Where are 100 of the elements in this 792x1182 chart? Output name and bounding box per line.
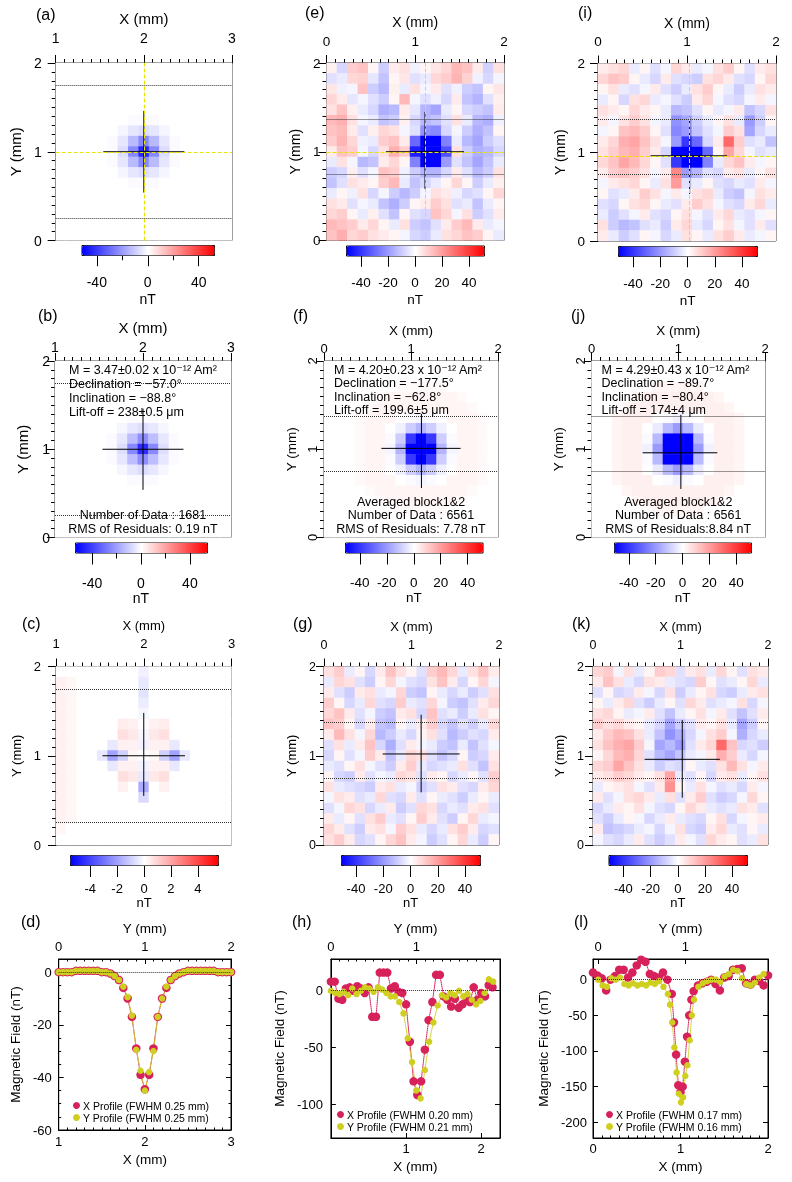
y-tick-label: 2 xyxy=(42,353,51,369)
color-bar-title: nT xyxy=(670,895,686,910)
color-bar-label: 0 xyxy=(411,275,419,291)
x-tick-label: 3 xyxy=(227,635,236,651)
chart-title: (b) xyxy=(38,306,58,324)
x2-tick-label: 1 xyxy=(412,939,420,954)
x-axis-title: X (mm) xyxy=(118,319,168,336)
x-axis-title: X (mm) xyxy=(659,618,702,634)
color-bar-label: 0 xyxy=(137,574,146,591)
y-tick-label: 1 xyxy=(577,748,585,763)
chart-title: (k) xyxy=(572,614,591,632)
color-bar-label: 2 xyxy=(167,881,175,896)
color-bar-label: 40 xyxy=(460,575,476,590)
color-bar-label: -20 xyxy=(645,575,666,590)
color-bar-label: 40 xyxy=(457,881,473,896)
x-tick-label: 3 xyxy=(228,30,237,46)
x-tick-label: 1 xyxy=(55,1134,63,1149)
color-bar-label: 0 xyxy=(143,274,152,291)
x-tick-label: 2 xyxy=(494,341,502,356)
x-tick-label: 2 xyxy=(140,635,148,651)
y-tick-label: 1 xyxy=(312,144,321,160)
x-axis-title: X (mm) xyxy=(658,1159,703,1175)
annotation: Number of Data : 1681 RMS of Residuals: 0.19 nT xyxy=(68,507,219,536)
y-tick-label: 2 xyxy=(33,659,41,674)
x-tick-label: 2 xyxy=(761,341,769,356)
y-tick-label: 0 xyxy=(33,837,41,853)
chart-title: (g) xyxy=(293,614,313,632)
x-tick-label: 2 xyxy=(139,30,148,46)
legend-label: Y Profile (FWHM 0.16 mm) xyxy=(616,1120,742,1133)
color-bar-label: -40 xyxy=(619,575,639,590)
color-bar-label: -2 xyxy=(111,881,123,896)
x-tick-label: 2 xyxy=(764,1141,772,1156)
color-bar-label: 40 xyxy=(734,275,750,291)
color-bar-label: 20 xyxy=(701,575,717,590)
y-axis-title: Y (mm) xyxy=(552,734,568,777)
color-bar-label: 40 xyxy=(461,275,477,291)
y-tick-label: 2 xyxy=(309,659,317,674)
color-bar-label: 0 xyxy=(678,575,687,590)
legend-label: X Profile (FWHM 0.25 mm) xyxy=(83,1099,210,1112)
x-axis-title: X (mm) xyxy=(122,617,166,633)
x2-tick-label: 0 xyxy=(327,939,335,954)
y-tick-label: -200 xyxy=(560,1114,587,1130)
color-bar-label: 0 xyxy=(683,275,692,291)
y-tick-label: 0 xyxy=(315,983,323,999)
color-bar-label: -40 xyxy=(350,575,370,590)
chart-title: (h) xyxy=(292,912,312,930)
x-axis-title: X (mm) xyxy=(388,322,434,338)
color-bar-label: 40 xyxy=(182,574,198,591)
x2-tick-label: 0 xyxy=(594,939,602,954)
color-bar-label: -20 xyxy=(378,275,398,291)
x-tick-label: 3 xyxy=(227,1134,235,1149)
color-bar-label: 20 xyxy=(707,275,723,291)
color-bar-label: -20 xyxy=(373,881,393,896)
y-tick-label: -50 xyxy=(568,1007,587,1023)
color-bar-label: -20 xyxy=(377,575,397,590)
y-axis-title: Magnetic Field (nT) xyxy=(7,986,23,1103)
color-bar-label: 0 xyxy=(140,881,148,896)
color-bar-label: -40 xyxy=(346,881,366,896)
color-bar-label: -40 xyxy=(614,881,633,896)
y-tick-label: 0 xyxy=(579,972,587,988)
x-tick-label: 1 xyxy=(677,638,685,652)
x-tick-label: 1 xyxy=(407,341,415,356)
color-bar-title: nT xyxy=(405,590,422,605)
x-tick-label: 1 xyxy=(402,1141,410,1156)
chart-title: (l) xyxy=(574,912,589,930)
annotation: Averaged block1&2 Number of Data : 6561 RMS of Residuals: 7.78 nT xyxy=(336,494,487,536)
x-axis-title: X (mm) xyxy=(656,322,701,338)
y-tick-label: 1 xyxy=(42,441,51,458)
y-axis-title: Y (mm) xyxy=(14,424,31,474)
y-tick-label: 1 xyxy=(577,144,585,160)
x-axis-title: X (mm) xyxy=(119,10,169,28)
color-bar-label: 4 xyxy=(194,881,202,896)
y-tick-label: 0 xyxy=(572,533,588,542)
y-tick-label: 0 xyxy=(33,232,42,249)
annotation: M = 4.29±0.43 x 10⁻¹² Am² Declination = −89.7° Inclination = −80.4° Lift-off = 174±4 μm xyxy=(601,362,750,418)
x-axis-title: X (mm) xyxy=(122,1152,167,1168)
x-tick-label: 1 xyxy=(674,341,682,356)
x2-axis-title: Y (mm) xyxy=(658,920,703,936)
x-axis-title: X (mm) xyxy=(390,618,433,634)
x-tick-label: 2 xyxy=(141,1134,149,1149)
x2-axis-title: Y (mm) xyxy=(393,920,438,936)
x2-tick-label: 0 xyxy=(55,939,63,954)
x-tick-label: 3 xyxy=(227,339,236,355)
annotation: M = 4.20±0.23 x 10⁻¹² Am² Declination = −177.5° Inclination = −62.8° Lift-off = 199.6±5 μm xyxy=(334,362,482,418)
color-bar-label: 40 xyxy=(724,881,740,896)
y-tick-label: -150 xyxy=(560,1079,587,1095)
chart-title: (i) xyxy=(578,3,593,21)
annotation: M = 3.47±0.02 x 10⁻¹² Am² Declination = −57.0° Inclination = −88.8° Lift-off = 238±0.5 μm xyxy=(69,363,217,419)
y-tick-label: 2 xyxy=(577,659,585,674)
color-bar-label: 0 xyxy=(406,881,415,896)
y-tick-label: 0 xyxy=(312,233,321,248)
color-bar-label: 20 xyxy=(697,881,713,896)
legend-label: X Profile (FWHM 0.20 mm) xyxy=(347,1108,474,1121)
chart-title: (d) xyxy=(21,912,41,930)
y-tick-label: 0 xyxy=(305,533,320,542)
x-tick-label: 2 xyxy=(764,638,772,652)
color-bar-label: 0 xyxy=(674,881,682,896)
chart-title: (j) xyxy=(571,306,586,324)
x-tick-label: 1 xyxy=(411,33,420,49)
y-tick-label: 1 xyxy=(309,748,317,763)
